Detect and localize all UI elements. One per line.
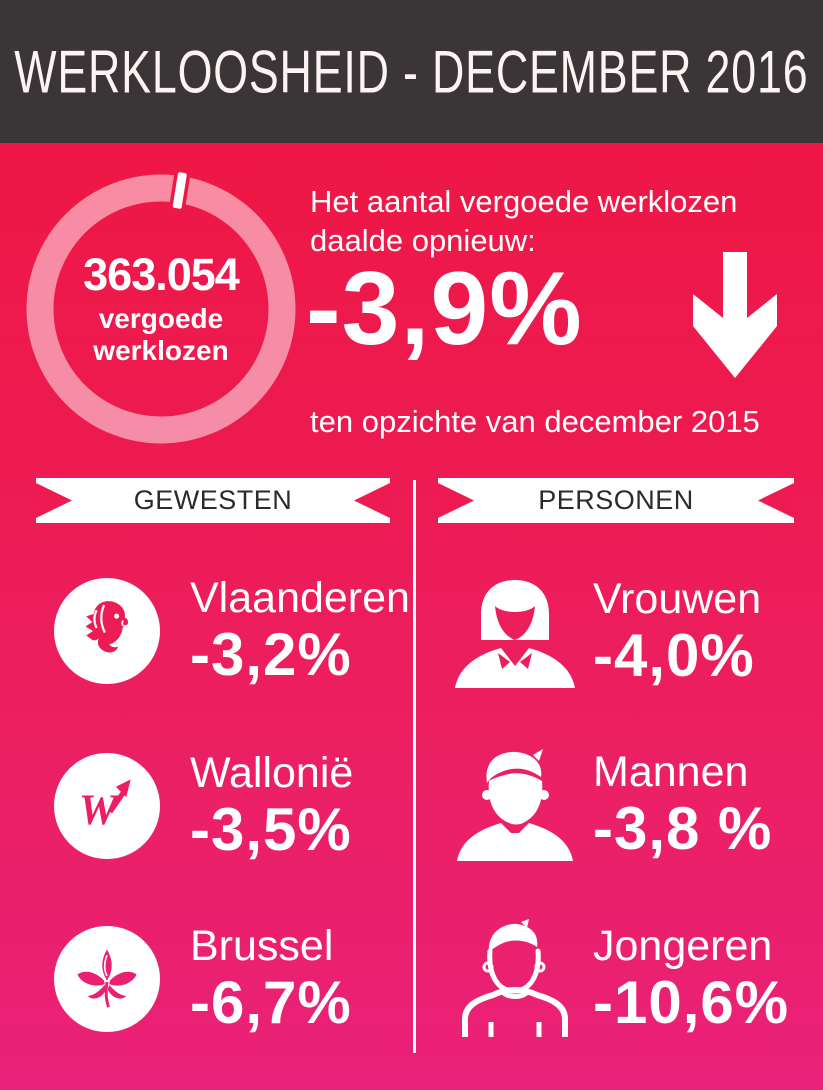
person-value: -3,8 % xyxy=(593,794,773,862)
row-vrouwen: Vrouwen -4,0% xyxy=(449,574,761,690)
header: WERKLOOSHEID - DECEMBER 2016 xyxy=(0,0,823,143)
row-wallonie: W Wallonië -3,5% xyxy=(54,749,354,863)
vlaanderen-text: Vlaanderen -3,2% xyxy=(190,574,410,688)
person-label: Jongeren xyxy=(593,922,773,971)
person-value: -10,6% xyxy=(593,968,790,1036)
woman-icon xyxy=(455,580,575,688)
person-label: Vrouwen xyxy=(593,575,762,624)
young-person-icon xyxy=(462,919,568,1037)
intro-line-1: Het aantal vergoede werklozen xyxy=(310,184,738,219)
donut-text: 363.054 vergoede werklozen xyxy=(23,171,299,447)
region-label: Brussel xyxy=(190,922,334,970)
person-value: -4,0% xyxy=(593,621,755,689)
vertical-divider xyxy=(413,480,416,1053)
man-icon xyxy=(457,749,573,861)
donut-label: vergoede werklozen xyxy=(93,303,229,366)
brussel-icon-circle xyxy=(54,925,160,1032)
intro-line-2: daalde opnieuw: xyxy=(310,223,536,258)
ribbon-personen: PERSONEN xyxy=(438,478,794,523)
section-title-gewesten: GEWESTEN xyxy=(133,485,293,515)
row-jongeren: Jongeren -10,6% xyxy=(449,919,789,1039)
row-vlaanderen: Vlaanderen -3,2% xyxy=(54,574,410,688)
vlaanderen-icon-circle xyxy=(54,577,160,684)
region-label: Vlaanderen xyxy=(190,574,410,622)
region-label: Wallonië xyxy=(190,749,354,797)
change-percentage: -3,9% xyxy=(306,251,583,367)
person-label: Mannen xyxy=(593,748,749,797)
intro-text: Het aantal vergoede werklozen daalde opn… xyxy=(310,182,780,260)
section-title-personen: PERSONEN xyxy=(538,485,694,515)
vrouwen-text: Vrouwen -4,0% xyxy=(593,575,762,689)
donut-ring xyxy=(26,172,296,444)
wallonia-w-arrow-icon: W xyxy=(79,779,131,834)
wallonie-text: Wallonië -3,5% xyxy=(190,749,354,863)
donut-stat: 363.054 vergoede werklozen xyxy=(23,171,299,447)
wallonie-icon-circle: W xyxy=(54,752,160,859)
comparison-text: ten opzichte van december 2015 xyxy=(310,404,760,439)
jongeren-text: Jongeren -10,6% xyxy=(593,922,790,1036)
flemish-lion-icon xyxy=(85,601,129,653)
brussel-text: Brussel -6,7% xyxy=(190,922,352,1036)
brussels-iris-icon xyxy=(77,949,137,1008)
down-arrow-icon xyxy=(693,252,777,378)
donut-value: 363.054 xyxy=(83,249,240,301)
donut-tick xyxy=(169,172,191,209)
region-value: -6,7% xyxy=(190,968,352,1036)
mannen-text: Mannen -3,8 % xyxy=(593,748,773,862)
page-title: WERKLOOSHEID - DECEMBER 2016 xyxy=(14,37,809,106)
ribbon-gewesten: GEWESTEN xyxy=(36,478,390,523)
row-mannen: Mannen -3,8 % xyxy=(449,747,772,863)
region-value: -3,5% xyxy=(190,795,352,863)
region-value: -3,2% xyxy=(190,620,352,688)
row-brussel: Brussel -6,7% xyxy=(54,922,352,1036)
